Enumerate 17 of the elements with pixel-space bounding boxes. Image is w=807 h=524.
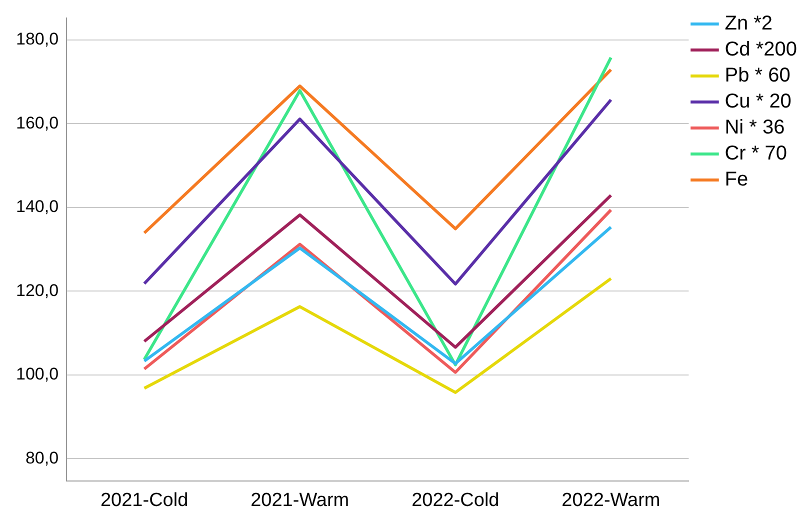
legend-label: Pb * 60 — [724, 64, 790, 87]
y-tick-label: 100,0 — [16, 364, 59, 384]
legend-label: Cu * 20 — [724, 90, 792, 113]
legend-label: Cd *200 — [724, 38, 798, 61]
legend-label: Fe — [724, 168, 748, 191]
x-tick-label: 2021-Cold — [100, 490, 188, 511]
x-tick-label: 2022-Cold — [412, 490, 500, 511]
y-tick-label: 160,0 — [16, 113, 59, 132]
y-tick-label: 140,0 — [16, 197, 59, 216]
y-tick-label: 80,0 — [25, 448, 59, 468]
legend-label: Zn *2 — [724, 12, 773, 35]
y-tick-label: 120,0 — [16, 280, 59, 300]
y-tick-label: 180,0 — [16, 30, 59, 49]
legend-label: Cr * 70 — [724, 142, 787, 165]
legend-label: Ni * 36 — [724, 116, 785, 139]
x-tick-label: 2021-Warm — [250, 490, 350, 511]
x-tick-label: 2022-Warm — [562, 490, 660, 511]
